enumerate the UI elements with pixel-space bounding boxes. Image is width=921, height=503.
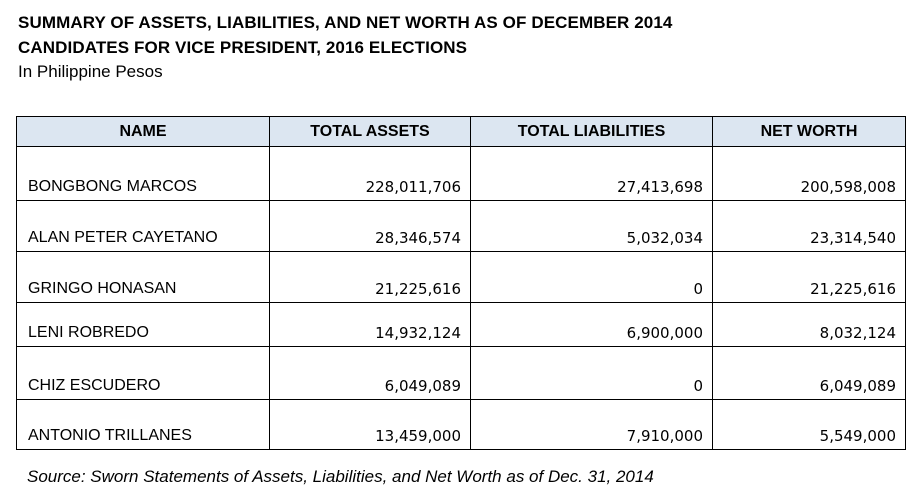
cell-total-assets: 6,049,089	[269, 346, 471, 400]
cell-total-liabilities: 6,900,000	[470, 302, 713, 347]
cell-net-worth: 6,049,089	[712, 346, 906, 400]
cell-total-assets: 21,225,616	[269, 251, 471, 303]
table-row: LENI ROBREDO 14,932,124 6,900,000 8,032,…	[16, 302, 906, 347]
cell-total-assets: 228,011,706	[269, 146, 471, 201]
column-header-name: NAME	[16, 116, 270, 147]
column-header-total-liabilities: TOTAL LIABILITIES	[470, 116, 713, 147]
page-title: SUMMARY OF ASSETS, LIABILITIES, AND NET …	[18, 13, 673, 32]
currency-note: In Philippine Pesos	[18, 62, 163, 81]
cell-name: BONGBONG MARCOS	[16, 146, 270, 201]
source-note: Source: Sworn Statements of Assets, Liab…	[27, 467, 654, 486]
column-header-net-worth: NET WORTH	[712, 116, 906, 147]
cell-total-liabilities: 7,910,000	[470, 399, 713, 450]
title-block: SUMMARY OF ASSETS, LIABILITIES, AND NET …	[18, 10, 672, 84]
cell-name: ALAN PETER CAYETANO	[16, 200, 270, 252]
assets-table: NAME TOTAL ASSETS TOTAL LIABILITIES NET …	[16, 116, 906, 450]
cell-name: ANTONIO TRILLANES	[16, 399, 270, 450]
cell-net-worth: 200,598,008	[712, 146, 906, 201]
cell-net-worth: 8,032,124	[712, 302, 906, 347]
cell-total-liabilities: 5,032,034	[470, 200, 713, 252]
cell-total-assets: 28,346,574	[269, 200, 471, 252]
cell-name: GRINGO HONASAN	[16, 251, 270, 303]
cell-net-worth: 23,314,540	[712, 200, 906, 252]
cell-total-liabilities: 0	[470, 346, 713, 400]
cell-total-liabilities: 0	[470, 251, 713, 303]
table-row: GRINGO HONASAN 21,225,616 0 21,225,616	[16, 251, 906, 303]
table-row: BONGBONG MARCOS 228,011,706 27,413,698 2…	[16, 146, 906, 201]
table-row: CHIZ ESCUDERO 6,049,089 0 6,049,089	[16, 346, 906, 400]
cell-net-worth: 21,225,616	[712, 251, 906, 303]
cell-name: LENI ROBREDO	[16, 302, 270, 347]
cell-net-worth: 5,549,000	[712, 399, 906, 450]
cell-total-assets: 14,932,124	[269, 302, 471, 347]
table-row: ALAN PETER CAYETANO 28,346,574 5,032,034…	[16, 200, 906, 252]
cell-total-assets: 13,459,000	[269, 399, 471, 450]
cell-name: CHIZ ESCUDERO	[16, 346, 270, 400]
column-header-total-assets: TOTAL ASSETS	[269, 116, 471, 147]
page-title-line2: CANDIDATES FOR VICE PRESIDENT, 2016 ELEC…	[18, 38, 468, 57]
table-header-row: NAME TOTAL ASSETS TOTAL LIABILITIES NET …	[16, 116, 906, 147]
table-row: ANTONIO TRILLANES 13,459,000 7,910,000 5…	[16, 399, 906, 450]
cell-total-liabilities: 27,413,698	[470, 146, 713, 201]
